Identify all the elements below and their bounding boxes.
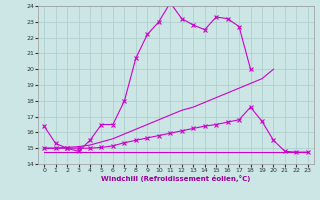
- X-axis label: Windchill (Refroidissement éolien,°C): Windchill (Refroidissement éolien,°C): [101, 175, 251, 182]
